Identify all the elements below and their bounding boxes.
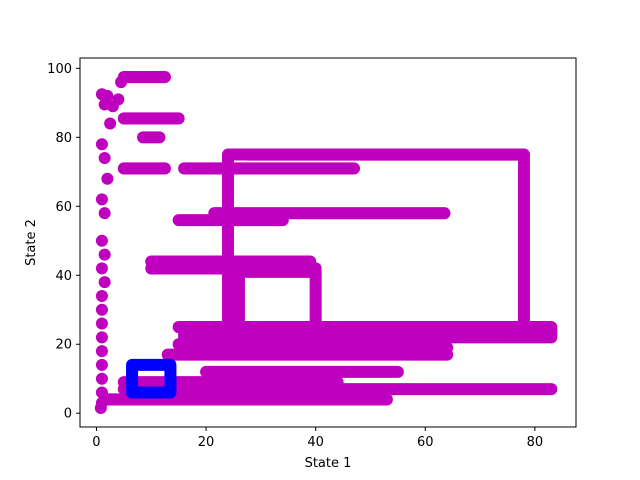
data-point bbox=[95, 193, 108, 206]
plot-frame bbox=[79, 57, 577, 428]
series-1 bbox=[126, 358, 177, 399]
data-point bbox=[98, 248, 111, 261]
x-tick-label: 20 bbox=[198, 435, 215, 450]
y-tick-label: 100 bbox=[47, 62, 72, 77]
x-axis: 0 20 40 60 80 bbox=[92, 427, 543, 450]
data-point bbox=[95, 372, 108, 385]
y-tick-label: 40 bbox=[55, 269, 72, 284]
y-axis: 0 20 40 60 80 100 bbox=[47, 62, 80, 422]
trajectory-loop bbox=[221, 148, 530, 333]
y-tick-label: 0 bbox=[64, 407, 72, 422]
trajectory-loop bbox=[126, 358, 177, 399]
data-point bbox=[95, 234, 108, 247]
data-point bbox=[115, 76, 128, 89]
plot-marks bbox=[94, 70, 558, 415]
data-point bbox=[98, 207, 111, 220]
x-tick-label: 40 bbox=[307, 435, 324, 450]
trajectory-loop bbox=[178, 320, 558, 344]
data-point bbox=[95, 358, 108, 371]
x-tick-label: 80 bbox=[527, 435, 544, 450]
data-point bbox=[95, 138, 108, 151]
data-point bbox=[112, 93, 125, 106]
data-point bbox=[101, 172, 114, 185]
data-point bbox=[94, 402, 107, 415]
y-tick-label: 60 bbox=[55, 200, 72, 215]
y-tick-label: 80 bbox=[55, 131, 72, 146]
data-point bbox=[104, 117, 117, 130]
x-tick-label: 0 bbox=[92, 435, 100, 450]
data-point bbox=[95, 289, 108, 302]
data-point bbox=[98, 276, 111, 289]
x-tick-label: 60 bbox=[417, 435, 434, 450]
data-point bbox=[95, 345, 108, 358]
y-tick-label: 20 bbox=[55, 338, 72, 353]
data-point bbox=[95, 386, 108, 399]
data-point bbox=[95, 262, 108, 275]
y-axis-label: State 2 bbox=[24, 219, 39, 266]
data-point bbox=[95, 303, 108, 316]
data-point bbox=[95, 331, 108, 344]
series-0 bbox=[94, 70, 558, 415]
x-axis-label: State 1 bbox=[305, 456, 352, 471]
data-point bbox=[95, 317, 108, 330]
data-point bbox=[98, 152, 111, 165]
